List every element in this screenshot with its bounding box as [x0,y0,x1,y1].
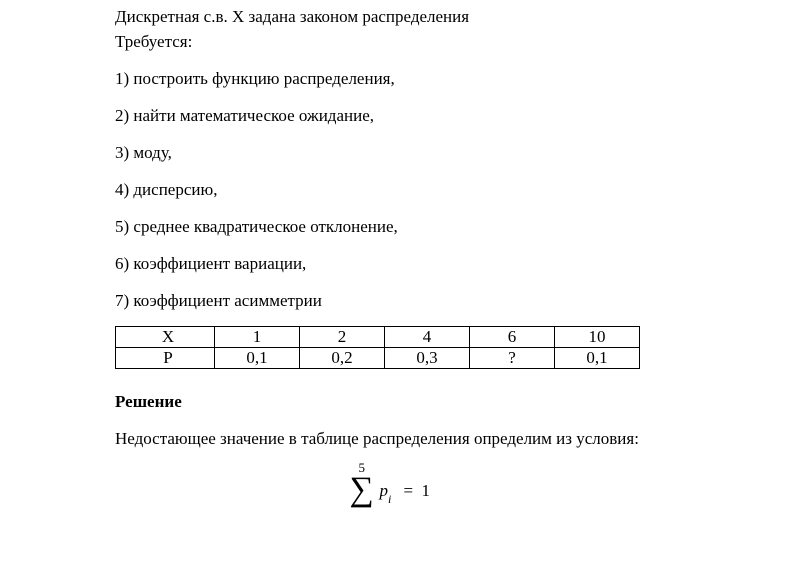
sum-term: pi [380,481,392,504]
cell-p-1: 0,1 [215,348,300,369]
cell-x-3: 4 [385,327,470,348]
sigma-symbol: ∑ [350,473,374,507]
table-row: Р 0,1 0,2 0,3 ? 0,1 [116,348,640,369]
rhs-value: 1 [422,481,431,501]
list-item-5: 5) среднее квадратическое отклонение, [115,216,715,239]
term-subscript: i [388,492,391,506]
page: Дискретная с.в. Х задана законом распред… [0,0,809,520]
distribution-table: Х 1 2 4 6 10 Р 0,1 0,2 0,3 ? 0,1 [115,326,640,369]
distribution-table-wrap: Х 1 2 4 6 10 Р 0,1 0,2 0,3 ? 0,1 [115,326,809,369]
solution-heading: Решение [115,391,715,414]
summation-formula: 5 ∑ pi = 1 [350,465,460,515]
list-item-2: 2) найти математическое ожидание, [115,105,715,128]
cell-p-4: ? [470,348,555,369]
cell-x-4: 6 [470,327,555,348]
list-item-4: 4) дисперсию, [115,179,715,202]
cell-p-2: 0,2 [300,348,385,369]
cell-x-5: 10 [555,327,640,348]
intro-line-2: Требуется: [115,31,715,54]
row-p-label: Р [116,348,215,369]
list-item-6: 6) коэффициент вариации, [115,253,715,276]
intro-line-1: Дискретная с.в. Х задана законом распред… [115,6,715,29]
row-x-label: Х [116,327,215,348]
table-row: Х 1 2 4 6 10 [116,327,640,348]
solution-text: Недостающее значение в таблице распредел… [115,428,715,451]
formula-wrap: 5 ∑ pi = 1 [0,465,809,520]
list-item-1: 1) построить функцию распределения, [115,68,715,91]
cell-p-5: 0,1 [555,348,640,369]
cell-p-3: 0,3 [385,348,470,369]
list-item-7: 7) коэффициент асимметрии [115,290,715,313]
cell-x-1: 1 [215,327,300,348]
term-var: p [380,481,389,500]
list-item-3: 3) моду, [115,142,715,165]
cell-x-2: 2 [300,327,385,348]
equals-sign: = [404,481,414,501]
